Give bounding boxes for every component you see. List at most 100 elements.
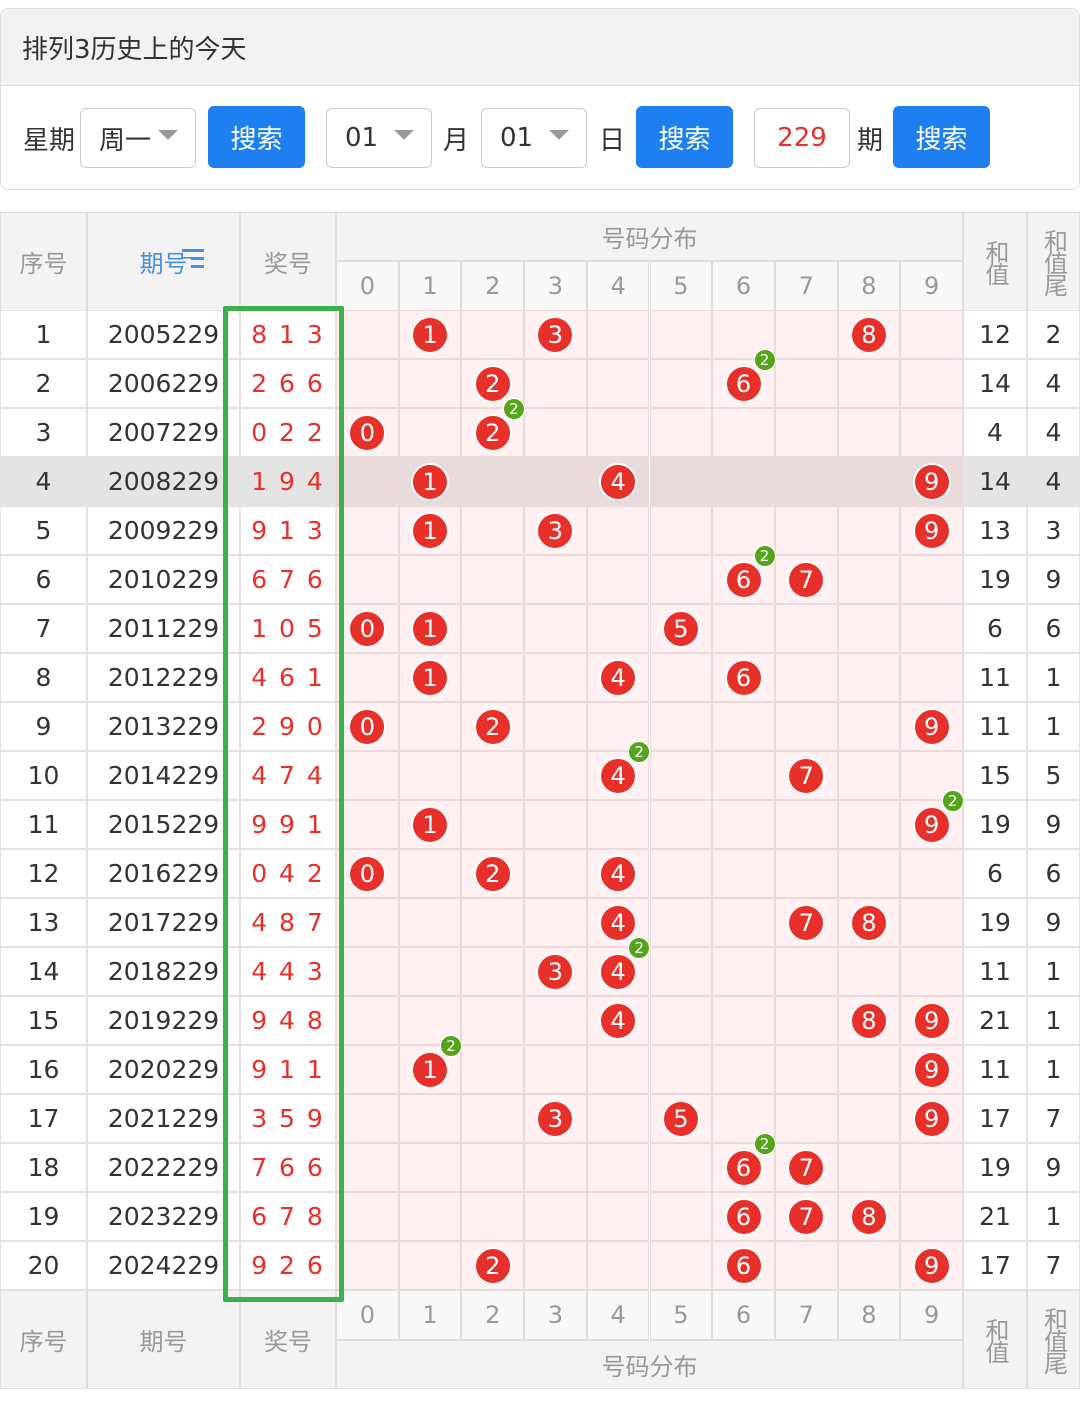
repeat-badge: 2 xyxy=(502,397,525,420)
select[interactable]: 周一 xyxy=(80,108,196,168)
ball: 4 xyxy=(599,1001,638,1040)
distribution-cell xyxy=(336,947,399,996)
ball: 0 xyxy=(348,609,387,648)
ball: 0 xyxy=(348,854,387,893)
sum-cell: 11 xyxy=(963,1045,1027,1094)
digit-header: 5 xyxy=(649,261,713,311)
distribution-cell xyxy=(649,898,713,947)
distribution-cell xyxy=(712,996,775,1045)
distribution-cell xyxy=(774,849,838,898)
distribution-cell xyxy=(398,555,462,604)
distribution-cell xyxy=(837,947,901,996)
distribution-cell xyxy=(524,1045,587,1094)
header-cell: 和值 xyxy=(963,212,1027,311)
distribution-cell xyxy=(336,1241,399,1290)
distribution-cell xyxy=(900,849,963,898)
distribution-cell xyxy=(712,898,775,947)
distribution-cell xyxy=(774,653,838,702)
index-cell: 13 xyxy=(0,898,87,947)
distribution-cell xyxy=(774,1241,838,1290)
distribution-cell xyxy=(524,996,587,1045)
distribution-cell xyxy=(900,1143,963,1192)
distribution-cell xyxy=(336,555,399,604)
ball: 1 xyxy=(411,511,450,550)
distribution-cell xyxy=(900,604,963,653)
issue-cell: 2006229 xyxy=(87,359,240,408)
distribution-cell xyxy=(398,1192,462,1241)
distribution-cell xyxy=(837,1143,901,1192)
issue-cell: 2005229 xyxy=(87,310,240,359)
number-cell: 9 9 1 xyxy=(240,800,336,849)
number-cell: 1 0 5 xyxy=(240,604,336,653)
ball: 6 xyxy=(724,658,763,697)
header-cell: 和值尾 xyxy=(1027,212,1080,311)
distribution-cell xyxy=(461,800,525,849)
sum-cell: 11 xyxy=(963,947,1027,996)
tail-cell: 9 xyxy=(1027,555,1080,604)
sum-cell: 19 xyxy=(963,1143,1027,1192)
distribution-cell xyxy=(649,800,713,849)
distribution-cell xyxy=(398,1094,462,1143)
distribution-cell xyxy=(586,555,650,604)
digit-header: 8 xyxy=(837,1290,901,1340)
distribution-cell xyxy=(398,1143,462,1192)
digit-header: 0 xyxy=(336,1290,399,1340)
digit-header: 6 xyxy=(712,1290,775,1340)
ball: 0 xyxy=(348,413,387,452)
select[interactable]: 01 xyxy=(481,108,587,168)
ball: 7 xyxy=(787,903,826,942)
issue-cell: 2020229 xyxy=(87,1045,240,1094)
issue-cell: 2021229 xyxy=(87,1094,240,1143)
distribution-cell xyxy=(649,996,713,1045)
search-button[interactable]: 搜索 xyxy=(636,106,733,168)
index-cell: 5 xyxy=(0,506,87,555)
distribution-cell xyxy=(900,555,963,604)
ball: 7 xyxy=(787,756,826,795)
distribution-cell xyxy=(524,849,587,898)
ball: 9 xyxy=(912,1050,951,1089)
repeat-badge: 2 xyxy=(628,936,651,959)
issue-cell: 2007229 xyxy=(87,408,240,457)
number-cell: 9 2 6 xyxy=(240,1241,336,1290)
distribution-cell xyxy=(837,408,901,457)
ball: 2 xyxy=(473,707,512,746)
ball: 1 xyxy=(411,462,450,501)
index-cell: 10 xyxy=(0,751,87,800)
select[interactable]: 01 xyxy=(326,108,432,168)
distribution-cell xyxy=(900,898,963,947)
index-cell: 19 xyxy=(0,1192,87,1241)
distribution-cell xyxy=(336,359,399,408)
digit-header: 1 xyxy=(398,261,462,311)
issue-cell: 2015229 xyxy=(87,800,240,849)
distribution-cell xyxy=(900,310,963,359)
repeat-badge: 2 xyxy=(753,1132,776,1155)
search-button[interactable]: 搜索 xyxy=(893,106,990,168)
number-cell: 0 4 2 xyxy=(240,849,336,898)
ball: 4 xyxy=(599,854,638,893)
distribution-cell xyxy=(900,1192,963,1241)
ball: 0 xyxy=(348,707,387,746)
ball: 7 xyxy=(787,560,826,599)
header-cell: 和值尾 xyxy=(1027,1290,1080,1389)
tail-cell: 7 xyxy=(1027,1094,1080,1143)
digit-header: 4 xyxy=(586,1290,650,1340)
distribution-cell xyxy=(649,1241,713,1290)
number-cell: 6 7 8 xyxy=(240,1192,336,1241)
tail-cell: 5 xyxy=(1027,751,1080,800)
index-cell: 11 xyxy=(0,800,87,849)
ball: 6 xyxy=(724,1197,763,1236)
sum-cell: 4 xyxy=(963,408,1027,457)
tail-cell: 4 xyxy=(1027,408,1080,457)
ball: 9 xyxy=(912,1001,951,1040)
issue-input[interactable]: 229 xyxy=(754,108,850,168)
sum-cell: 19 xyxy=(963,800,1027,849)
sum-cell: 19 xyxy=(963,555,1027,604)
search-button[interactable]: 搜索 xyxy=(208,106,305,168)
distribution-cell xyxy=(712,457,775,506)
distribution-cell xyxy=(586,1241,650,1290)
select-arrow xyxy=(394,130,414,140)
ball: 8 xyxy=(849,315,888,354)
distribution-cell xyxy=(524,898,587,947)
distribution-cell xyxy=(774,800,838,849)
index-cell: 2 xyxy=(0,359,87,408)
